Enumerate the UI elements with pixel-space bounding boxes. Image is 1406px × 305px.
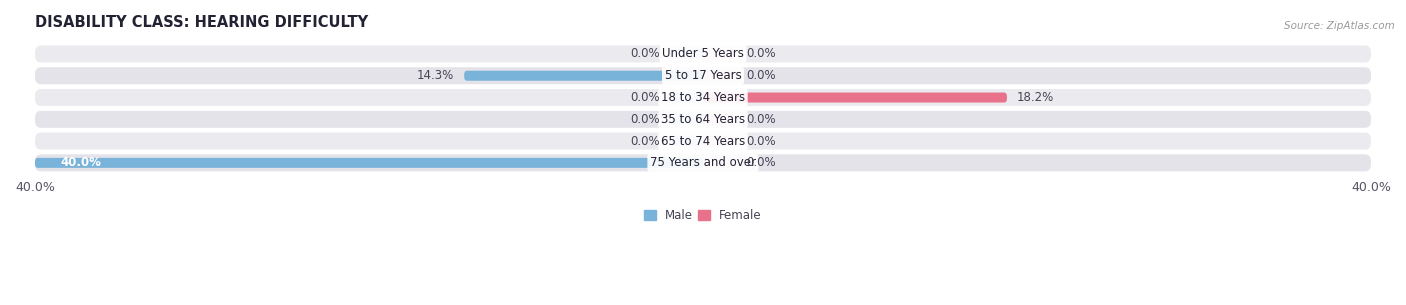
Text: 5 to 17 Years: 5 to 17 Years	[665, 69, 741, 82]
FancyBboxPatch shape	[703, 49, 737, 59]
FancyBboxPatch shape	[35, 67, 1371, 84]
FancyBboxPatch shape	[669, 92, 703, 102]
Text: 0.0%: 0.0%	[747, 156, 776, 169]
FancyBboxPatch shape	[35, 89, 1371, 106]
Legend: Male, Female: Male, Female	[640, 204, 766, 227]
FancyBboxPatch shape	[35, 154, 1371, 171]
Text: 0.0%: 0.0%	[630, 113, 659, 126]
Text: Source: ZipAtlas.com: Source: ZipAtlas.com	[1284, 21, 1395, 31]
Text: 65 to 74 Years: 65 to 74 Years	[661, 135, 745, 148]
Text: 0.0%: 0.0%	[630, 135, 659, 148]
Text: 75 Years and over: 75 Years and over	[650, 156, 756, 169]
Text: 0.0%: 0.0%	[630, 91, 659, 104]
Text: 0.0%: 0.0%	[630, 48, 659, 60]
Text: 18 to 34 Years: 18 to 34 Years	[661, 91, 745, 104]
FancyBboxPatch shape	[35, 133, 1371, 149]
FancyBboxPatch shape	[464, 71, 703, 81]
FancyBboxPatch shape	[703, 114, 737, 124]
Text: DISABILITY CLASS: HEARING DIFFICULTY: DISABILITY CLASS: HEARING DIFFICULTY	[35, 15, 368, 30]
FancyBboxPatch shape	[669, 136, 703, 146]
Text: 14.3%: 14.3%	[418, 69, 454, 82]
Text: 0.0%: 0.0%	[747, 69, 776, 82]
FancyBboxPatch shape	[35, 45, 1371, 63]
Text: Under 5 Years: Under 5 Years	[662, 48, 744, 60]
Text: 35 to 64 Years: 35 to 64 Years	[661, 113, 745, 126]
FancyBboxPatch shape	[703, 136, 737, 146]
FancyBboxPatch shape	[35, 158, 703, 168]
Text: 0.0%: 0.0%	[747, 48, 776, 60]
Text: 40.0%: 40.0%	[60, 156, 101, 169]
FancyBboxPatch shape	[703, 71, 737, 81]
FancyBboxPatch shape	[703, 158, 737, 168]
FancyBboxPatch shape	[35, 111, 1371, 128]
Text: 18.2%: 18.2%	[1017, 91, 1054, 104]
FancyBboxPatch shape	[669, 114, 703, 124]
Text: 0.0%: 0.0%	[747, 135, 776, 148]
FancyBboxPatch shape	[669, 49, 703, 59]
FancyBboxPatch shape	[703, 92, 1007, 102]
Text: 0.0%: 0.0%	[747, 113, 776, 126]
